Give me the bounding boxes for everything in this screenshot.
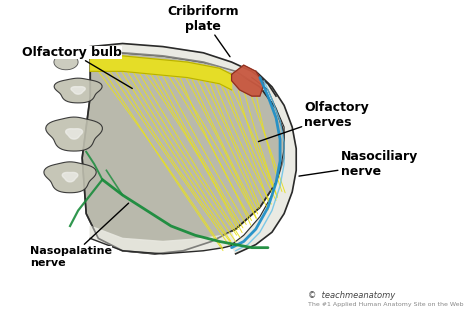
Polygon shape	[44, 162, 96, 193]
Polygon shape	[62, 172, 78, 182]
Text: ©  teachmeanatomy: © teachmeanatomy	[309, 291, 396, 300]
Polygon shape	[90, 44, 276, 102]
Polygon shape	[54, 54, 78, 70]
Polygon shape	[90, 226, 236, 254]
Text: Olfactory bulb: Olfactory bulb	[22, 46, 132, 89]
Text: Nasopalatine
nerve: Nasopalatine nerve	[30, 203, 128, 268]
Text: The #1 Applied Human Anatomy Site on the Web: The #1 Applied Human Anatomy Site on the…	[309, 302, 464, 307]
Polygon shape	[232, 71, 296, 254]
Polygon shape	[82, 53, 284, 254]
Polygon shape	[46, 117, 102, 151]
Polygon shape	[71, 87, 85, 94]
Text: Nasociliary
nerve: Nasociliary nerve	[299, 150, 418, 178]
Text: Cribriform
plate: Cribriform plate	[167, 5, 239, 57]
Polygon shape	[232, 65, 264, 96]
Polygon shape	[54, 78, 102, 103]
Polygon shape	[90, 56, 232, 90]
Text: Olfactory
nerves: Olfactory nerves	[258, 101, 369, 142]
Polygon shape	[65, 129, 82, 139]
